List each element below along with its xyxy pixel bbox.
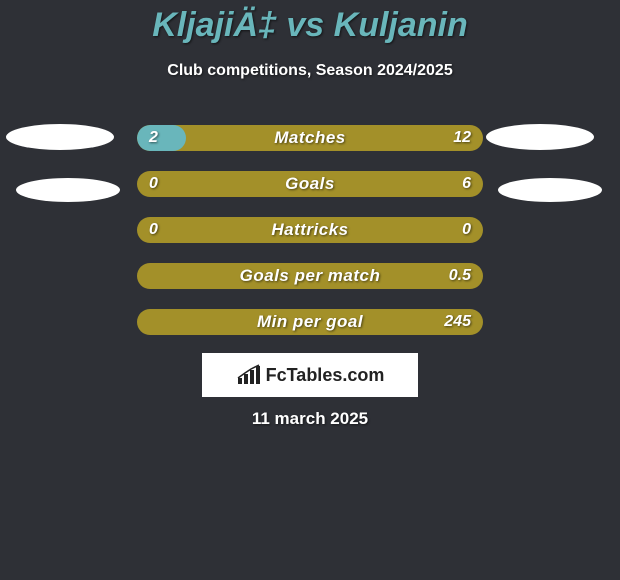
stat-bar-label: Goals per match [137, 263, 483, 289]
player-left-oval-1 [6, 124, 114, 150]
stats-card: KljajiÄ‡ vs Kuljanin Club competitions, … [0, 0, 620, 580]
stat-bar-left-value: 0 [149, 171, 158, 197]
stat-bar: Goals per match0.5 [137, 263, 483, 289]
bars-icon [236, 364, 262, 386]
stat-bar-right-value: 12 [453, 125, 471, 151]
stat-bar-label: Min per goal [137, 309, 483, 335]
stat-bar-right-value: 245 [444, 309, 471, 335]
stat-bar-left-value: 0 [149, 217, 158, 243]
player-right-oval-1 [486, 124, 594, 150]
player-left-oval-2 [16, 178, 120, 202]
stat-bar-left-value: 2 [149, 125, 158, 151]
stat-bar-right-value: 0 [462, 217, 471, 243]
page-title: KljajiÄ‡ vs Kuljanin [0, 6, 620, 45]
stat-bar-label: Goals [137, 171, 483, 197]
fctables-logo[interactable]: FcTables.com [202, 353, 418, 397]
stat-bar: Min per goal245 [137, 309, 483, 335]
player-right-oval-2 [498, 178, 602, 202]
subtitle: Club competitions, Season 2024/2025 [0, 62, 620, 80]
date-footer: 11 march 2025 [0, 409, 620, 429]
stat-bar-label: Hattricks [137, 217, 483, 243]
logo-text: FcTables.com [266, 365, 385, 386]
stat-bar-right-value: 0.5 [449, 263, 471, 289]
stat-bar: Goals0 6 [137, 171, 483, 197]
stat-bar: Matches2 12 [137, 125, 483, 151]
stat-bar-label: Matches [137, 125, 483, 151]
stat-bar: Hattricks0 0 [137, 217, 483, 243]
stat-bar-right-value: 6 [462, 171, 471, 197]
